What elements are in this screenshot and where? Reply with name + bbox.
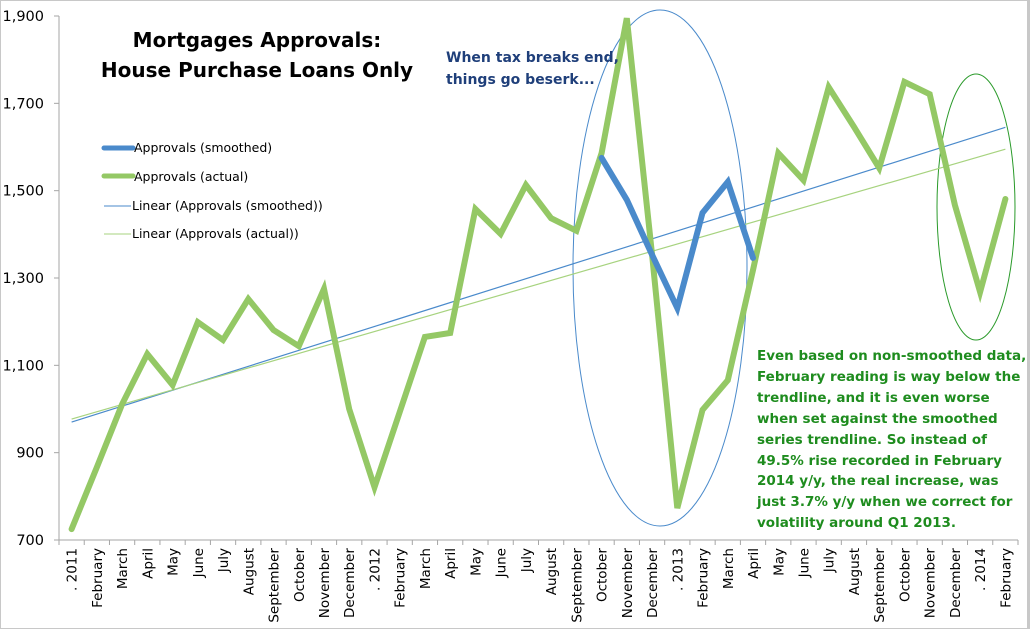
trendline-actual: [71, 148, 1006, 420]
chart-title-line-1: Mortgages Approvals:: [133, 28, 382, 52]
x-tick-label: August: [544, 548, 560, 595]
x-tick-label: October: [897, 548, 913, 602]
x-tick-label: March: [721, 548, 737, 589]
legend-label-actual: Approvals (actual): [134, 169, 248, 184]
x-tick-label: December: [342, 548, 358, 618]
legend-label-smoothed: Approvals (smoothed): [134, 140, 272, 155]
y-tick-label: 700: [16, 533, 44, 549]
series-lines: [68, 17, 1009, 533]
legend: Approvals (smoothed) Approvals (actual) …: [101, 140, 323, 241]
series-line-smoothed: [598, 154, 756, 317]
annotation-tax-breaks-line-2: things go beserk...: [446, 72, 595, 88]
annotation-tax-breaks-line-1: When tax breaks end,: [446, 50, 619, 66]
annotation-tax-breaks: When tax breaks end, things go beserk...: [446, 50, 619, 88]
x-tick-label: . 2014: [973, 548, 989, 591]
x-tick-label: February: [393, 548, 409, 608]
x-tick-label: June: [191, 548, 207, 578]
x-tick-label: July: [216, 548, 232, 573]
x-tick-label: July: [519, 548, 535, 573]
chart-title-line-2: House Purchase Loans Only: [101, 58, 413, 82]
x-tick-label: November: [317, 548, 333, 619]
highlight-ellipses: [572, 9, 1016, 527]
trendlines: [71, 126, 1006, 423]
annotation-note-line-3: trendline, and it is even worse: [757, 390, 990, 406]
chart-title: Mortgages Approvals: House Purchase Loan…: [101, 28, 413, 82]
x-tick-label: November: [923, 548, 939, 619]
x-tick-label: December: [645, 548, 661, 618]
x-tick-label: May: [468, 548, 484, 576]
x-tick-label: March: [115, 548, 131, 589]
y-tick-label: 1,300: [2, 271, 44, 287]
trendline-smoothed: [71, 126, 1006, 423]
x-tick-label: February: [90, 548, 106, 608]
y-tick-label: 1,700: [2, 96, 44, 112]
x-tick-label: March: [418, 548, 434, 589]
x-tick-label: July: [822, 548, 838, 573]
x-tick-label: December: [948, 548, 964, 618]
annotation-note-line-7: 2014 y/y, the real increase, was: [757, 473, 999, 489]
annotation-note-line-1: Even based on non-smoothed data,: [757, 348, 1026, 364]
x-tick-label: May: [771, 548, 787, 576]
q1-2013-ellipse: [572, 9, 748, 527]
y-tick-label: 1,900: [2, 9, 44, 25]
x-tick-label: September: [267, 548, 283, 623]
legend-label-trend-smoothed: Linear (Approvals (smoothed)): [132, 198, 323, 213]
legend-label-trend-actual: Linear (Approvals (actual)): [132, 226, 299, 241]
annotation-note-line-9: volatility around Q1 2013.: [757, 515, 956, 531]
x-tick-label: February: [998, 548, 1014, 608]
x-tick-label: . 2012: [367, 548, 383, 591]
annotation-note-line-8: just 3.7% y/y when we correct for: [756, 494, 1013, 510]
x-tick-label: August: [847, 548, 863, 595]
y-tick-label: 1,500: [2, 184, 44, 200]
x-tick-label: June: [796, 548, 812, 578]
x-tick-label: . 2011: [65, 548, 81, 591]
x-tick-label: April: [746, 548, 762, 579]
annotation-note-line-2: February reading is way below the: [757, 369, 1020, 385]
x-tick-label: April: [443, 548, 459, 579]
series-line-actual: [68, 17, 1009, 533]
axes: 700 900 1,100 1,300 1,500 1,700 1,900 . 2011 Feb…: [2, 9, 1019, 623]
annotation-note-line-5: series trendline. So instead of: [757, 432, 987, 448]
annotation-note-line-4: when set against the smoothed: [757, 411, 998, 427]
x-tick-label: September: [569, 548, 585, 623]
annotation-note-line-6: 49.5% rise recorded in February: [757, 453, 1002, 469]
x-tick-label: . 2013: [670, 548, 686, 591]
x-tick-label: April: [140, 548, 156, 579]
x-tick-label: May: [166, 548, 182, 576]
y-tick-label: 1,100: [2, 358, 44, 374]
x-tick-label: February: [696, 548, 712, 608]
x-tick-label: October: [292, 548, 308, 602]
x-tick-label: August: [241, 548, 257, 595]
early-2014-ellipse: [936, 73, 1016, 341]
annotation-trendline-note: Even based on non-smoothed data, Februar…: [756, 348, 1026, 531]
x-tick-label: June: [494, 548, 510, 578]
x-tick-label: September: [872, 548, 888, 623]
x-tick-label: October: [595, 548, 611, 602]
y-tick-label: 900: [16, 446, 44, 462]
x-tick-label: November: [620, 548, 636, 619]
